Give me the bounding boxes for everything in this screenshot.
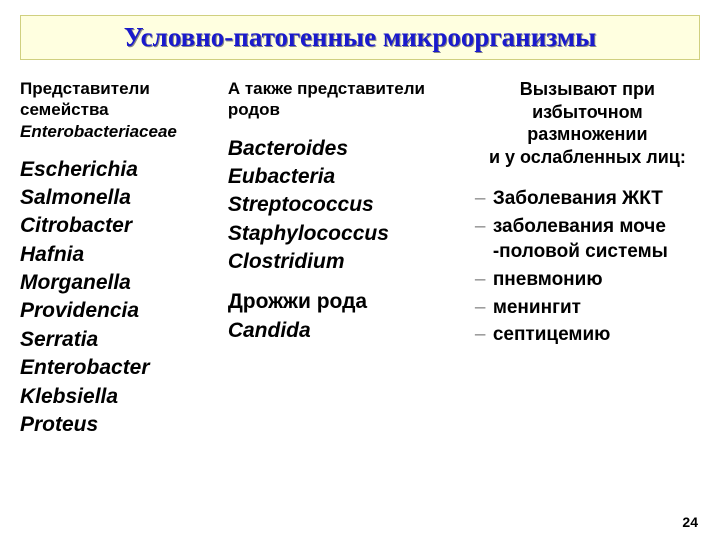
genus-item: Streptococcus: [228, 191, 463, 219]
disease-item: менингит: [475, 295, 700, 321]
disease-item: Заболевания ЖКТ: [475, 186, 700, 212]
col3-header-line4: и у ослабленных лиц:: [489, 147, 686, 167]
columns-container: Представители семейства Enterobacteriace…: [20, 78, 700, 439]
genus-item: Staphylococcus: [228, 220, 463, 248]
col1-genus-list: Escherichia Salmonella Citrobacter Hafni…: [20, 156, 216, 439]
column-diseases: Вызывают при избыточном размножении и у …: [475, 78, 700, 439]
genus-item: Enterobacter: [20, 354, 216, 382]
column-other-genera: А также представители родов Bacteroides …: [228, 78, 463, 439]
column-enterobacteriaceae: Представители семейства Enterobacteriace…: [20, 78, 216, 439]
disease-item: заболевания моче -половой системы: [475, 214, 700, 265]
disease-item: септицемию: [475, 322, 700, 348]
col2-header: А также представители родов: [228, 78, 463, 121]
genus-item: Hafnia: [20, 241, 216, 269]
yeast-group: Дрожжи рода Candida: [228, 288, 463, 345]
col1-header-line2: семейства: [20, 100, 109, 119]
genus-item: Serratia: [20, 326, 216, 354]
col2-genus-list: Bacteroides Eubacteria Streptococcus Sta…: [228, 135, 463, 277]
slide: Условно-патогенные микроорганизмы Предст…: [0, 0, 720, 540]
title-box: Условно-патогенные микроорганизмы: [20, 15, 700, 60]
col3-header-line3: размножении: [527, 124, 647, 144]
slide-title: Условно-патогенные микроорганизмы: [124, 22, 596, 52]
genus-item: Citrobacter: [20, 212, 216, 240]
col3-header-line2: избыточном: [532, 102, 643, 122]
col1-header: Представители семейства Enterobacteriace…: [20, 78, 216, 142]
disease-list: Заболевания ЖКТ заболевания моче -полово…: [475, 186, 700, 350]
genus-item: Proteus: [20, 411, 216, 439]
genus-item: Salmonella: [20, 184, 216, 212]
yeast-line2: Candida: [228, 317, 463, 345]
col3-header-line1: Вызывают при: [520, 79, 655, 99]
col3-header: Вызывают при избыточном размножении и у …: [475, 78, 700, 168]
genus-item: Klebsiella: [20, 383, 216, 411]
page-number: 24: [682, 514, 698, 530]
genus-item: Morganella: [20, 269, 216, 297]
disease-item: пневмонию: [475, 267, 700, 293]
genus-item: Clostridium: [228, 248, 463, 276]
genus-item: Bacteroides: [228, 135, 463, 163]
col1-header-line1: Представители: [20, 79, 150, 98]
yeast-line1: Дрожжи рода: [228, 288, 463, 316]
col1-header-line3: Enterobacteriaceae: [20, 122, 177, 141]
genus-item: Escherichia: [20, 156, 216, 184]
genus-item: Eubacteria: [228, 163, 463, 191]
col2-header-line1: А также представители: [228, 79, 425, 98]
col2-header-line2: родов: [228, 100, 280, 119]
genus-item: Providencia: [20, 297, 216, 325]
